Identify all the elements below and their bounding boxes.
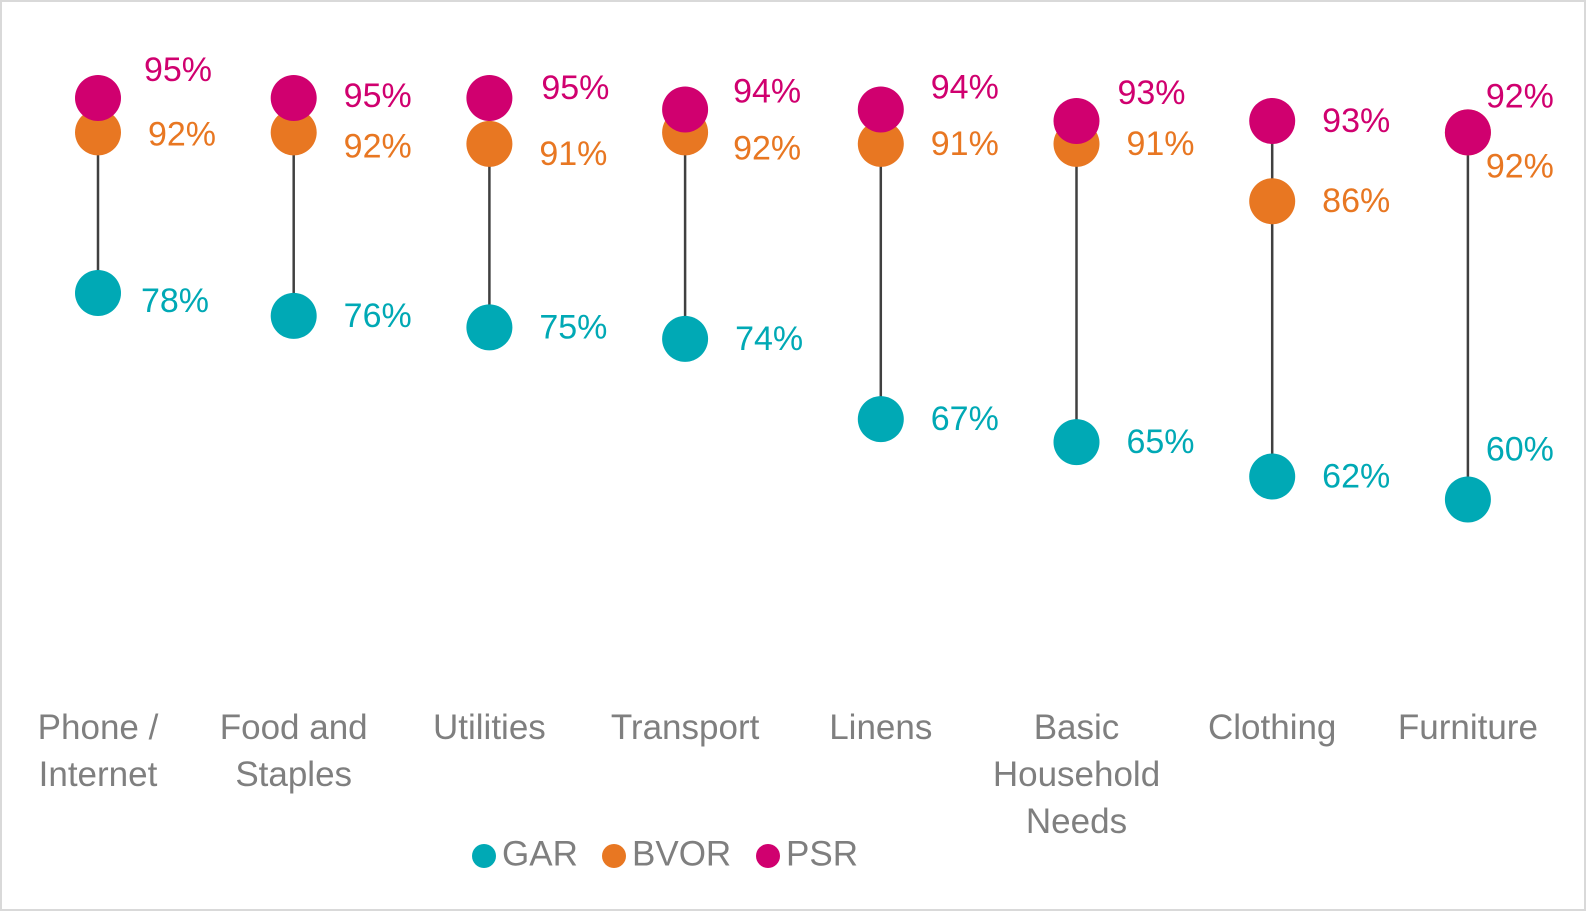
value-label-bvor: 92% [344,127,412,165]
point-bvor [857,120,904,167]
legend-marker-psr [756,844,780,868]
category-label: Clothing [1208,708,1336,747]
point-psr [1249,97,1296,144]
point-bvor [1249,178,1296,225]
value-label-gar: 74% [735,320,803,358]
category-label: Linens [829,708,932,747]
point-gar [662,315,709,362]
point-psr [1053,97,1100,144]
point-psr [75,75,121,121]
value-label-gar: 60% [1486,430,1554,468]
value-label-gar: 65% [1126,423,1194,461]
legend-label-bvor: BVOR [632,834,731,873]
point-psr [466,75,513,121]
category-label: Basic Household Needs [993,708,1160,841]
value-label-bvor: 92% [148,115,216,153]
value-label-psr: 94% [733,72,801,110]
value-label-gar: 75% [539,308,607,346]
point-gar [75,269,121,316]
value-label-gar: 78% [141,282,209,320]
value-label-bvor: 91% [539,135,607,173]
point-gar [1444,476,1491,523]
point-psr [1444,109,1491,156]
value-label-psr: 95% [541,69,609,107]
value-label-bvor: 86% [1322,182,1390,220]
value-label-psr: 93% [1322,102,1390,140]
point-gar [1249,453,1296,500]
legend-marker-bvor [602,844,626,868]
legend-marker-gar [472,844,496,868]
value-labels: 78% 92% 95% 76% 92% 95% 75% 91% 95% 74% 92% 94% 67% 9… [141,51,1554,496]
value-label-psr: 92% [1486,77,1554,115]
category-label: Phone / Internet [38,708,159,794]
category-label: Food and Staples [220,708,368,794]
value-label-bvor: 91% [1126,125,1194,163]
value-label-psr: 94% [931,68,999,106]
value-label-psr: 93% [1117,74,1185,112]
point-gar [270,292,317,339]
value-label-bvor: 92% [733,129,801,167]
value-label-gar: 76% [344,297,412,335]
value-label-bvor: 92% [1486,147,1554,185]
point-gar [857,396,904,443]
value-label-psr: 95% [344,77,412,115]
legend-label-gar: GAR [502,834,578,873]
point-bvor [466,120,513,167]
point-gar [1053,419,1100,466]
point-psr [662,86,709,133]
value-label-gar: 67% [931,400,999,438]
value-label-bvor: 91% [931,125,999,163]
point-bvor [270,109,317,156]
value-label-gar: 62% [1322,457,1390,495]
point-bvor [75,109,121,156]
category-label: Transport [611,708,760,747]
point-psr [857,86,904,133]
value-label-psr: 95% [144,51,212,89]
point-psr [270,75,317,121]
legend: GAR BVOR PSR [472,834,858,873]
category-label: Utilities [433,708,546,747]
point-gar [466,304,513,351]
category-label: Furniture [1398,708,1538,747]
data-points [75,75,1491,523]
category-labels: Phone / Internet Food and Staples Utilities T… [38,708,1538,841]
legend-label-psr: PSR [786,834,858,873]
